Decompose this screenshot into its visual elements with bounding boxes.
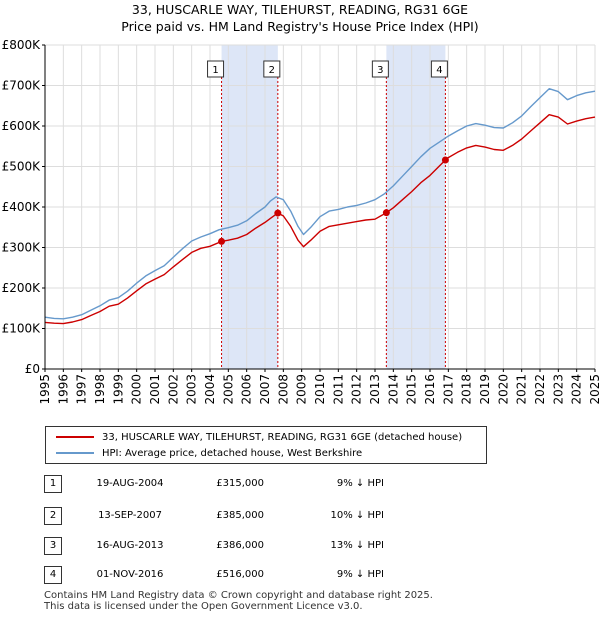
sale-point xyxy=(274,209,282,217)
x-tick-label: 2002 xyxy=(166,374,180,405)
x-tick-label: 2011 xyxy=(331,374,345,405)
series-lines xyxy=(44,88,596,325)
sale-points xyxy=(218,156,449,245)
x-tick-label: 2000 xyxy=(130,374,144,405)
sales-row: 3 16-AUG-2013 £386,000 13% ↓ HPI xyxy=(44,537,544,555)
x-tick-label: 2023 xyxy=(551,374,565,405)
sales-row: 4 01-NOV-2016 £516,000 9% ↓ HPI xyxy=(44,566,544,584)
sale-labels: 1 2 3 4 xyxy=(207,60,448,78)
x-tick-label: 2024 xyxy=(570,374,584,405)
sale-price: £385,000 xyxy=(216,510,264,521)
property-series-line xyxy=(44,114,596,325)
footer-attribution: Contains HM Land Registry data © Crown c… xyxy=(44,590,433,612)
sale-marker-lines xyxy=(221,73,446,369)
sale-label-text: 1 xyxy=(212,65,218,76)
legend-label-hpi: HPI: Average price, detached house, West… xyxy=(102,447,363,459)
sale-label-box xyxy=(263,60,281,78)
y-tick-label: £700K xyxy=(2,79,42,93)
chart-legend: 33, HUSCARLE WAY, TILEHURST, READING, RG… xyxy=(45,426,487,464)
legend-item-hpi: HPI: Average price, detached house, West… xyxy=(56,445,362,461)
x-tick-label: 2015 xyxy=(405,374,419,405)
x-tick-label: 2010 xyxy=(313,374,327,405)
grid-lines xyxy=(44,44,596,370)
y-tick-label: £200K xyxy=(2,281,42,295)
x-tick-label: 2005 xyxy=(221,374,235,405)
x-tick-label: 1999 xyxy=(111,374,125,405)
sale-date: 16-AUG-2013 xyxy=(96,540,164,551)
sale-hpi-diff: 13% ↓ HPI xyxy=(330,540,384,551)
x-tick-label: 2003 xyxy=(185,374,199,405)
x-tick-label: 2018 xyxy=(460,374,474,405)
y-tick-label: £400K xyxy=(2,200,42,214)
sale-label-text: 3 xyxy=(377,65,383,76)
sales-row: 2 13-SEP-2007 £385,000 10% ↓ HPI xyxy=(44,507,544,525)
sale-point xyxy=(382,209,390,217)
x-tick-label: 2001 xyxy=(148,374,162,405)
x-tick-label: 2014 xyxy=(386,374,400,405)
sale-label-text: 4 xyxy=(436,65,442,76)
sale-point xyxy=(441,156,449,164)
legend-swatch-property xyxy=(56,436,94,438)
sale-point xyxy=(218,237,226,245)
y-tick-label: £100K xyxy=(2,322,42,336)
y-tick-label: £600K xyxy=(2,119,42,133)
sale-number-badge: 1 xyxy=(44,475,62,493)
footer-copyright: Contains HM Land Registry data © Crown c… xyxy=(44,590,433,601)
legend-item-property: 33, HUSCARLE WAY, TILEHURST, READING, RG… xyxy=(56,429,462,445)
x-tick-label: 1996 xyxy=(56,374,70,405)
y-tick-label: £0 xyxy=(25,362,40,376)
sales-row: 1 19-AUG-2004 £315,000 9% ↓ HPI xyxy=(44,475,544,493)
sale-date: 19-AUG-2004 xyxy=(96,478,164,489)
chart-title-block: 33, HUSCARLE WAY, TILEHURST, READING, RG… xyxy=(0,1,600,35)
x-tick-label: 2019 xyxy=(478,374,492,405)
sale-price: £315,000 xyxy=(216,478,264,489)
x-tick-label: 2022 xyxy=(533,374,547,405)
sale-price: £386,000 xyxy=(216,540,264,551)
x-tick-label: 2007 xyxy=(258,374,272,405)
sale-hpi-diff: 10% ↓ HPI xyxy=(330,510,384,521)
chart-title: 33, HUSCARLE WAY, TILEHURST, READING, RG… xyxy=(131,2,469,17)
y-tick-label: £300K xyxy=(2,241,42,255)
footer-licence: This data is licensed under the Open Gov… xyxy=(44,601,363,612)
x-tick-label: 2008 xyxy=(276,374,290,405)
sale-price: £516,000 xyxy=(216,569,264,580)
x-tick-label: 2016 xyxy=(423,374,437,405)
x-tick-label: 2017 xyxy=(441,374,455,405)
x-tick-label: 2025 xyxy=(588,374,600,405)
sale-date: 01-NOV-2016 xyxy=(96,569,164,580)
x-tick-label: 1997 xyxy=(75,374,89,405)
y-tick-label: £800K xyxy=(2,38,42,52)
chart-subtitle: Price paid vs. HM Land Registry's House … xyxy=(121,19,479,34)
x-tick-label: 2020 xyxy=(496,374,510,405)
legend-label-property: 33, HUSCARLE WAY, TILEHURST, READING, RG… xyxy=(102,431,463,443)
sale-label-box xyxy=(207,60,225,78)
y-tick-label: £500K xyxy=(2,160,42,174)
sale-number-badge: 2 xyxy=(44,507,62,525)
sale-date: 13-SEP-2007 xyxy=(98,510,162,521)
x-tick-label: 1998 xyxy=(93,374,107,405)
x-tick-label: 2012 xyxy=(350,374,364,405)
x-tick-label: 1995 xyxy=(38,374,52,405)
sale-number-badge: 3 xyxy=(44,537,62,555)
x-tick-label: 2021 xyxy=(515,374,529,405)
sale-hpi-diff: 9% ↓ HPI xyxy=(336,569,384,580)
sale-hpi-diff: 9% ↓ HPI xyxy=(336,478,384,489)
sale-label-box xyxy=(430,60,448,78)
legend-swatch-hpi xyxy=(56,452,94,454)
x-tick-label: 2013 xyxy=(368,374,382,405)
sale-number-badge: 4 xyxy=(44,566,62,584)
sale-label-text: 2 xyxy=(269,65,275,76)
sale-label-box xyxy=(371,60,389,78)
hpi-series-line xyxy=(44,88,596,320)
x-tick-label: 2009 xyxy=(295,374,309,405)
axes: £0 £100K £200K £300K £400K £500K £600K £700K £80… xyxy=(2,38,600,405)
price-chart: 1 2 3 4 £0 £100K £200K £300K £400K £500K £600K £70… xyxy=(2,38,600,405)
x-tick-label: 2004 xyxy=(203,374,217,405)
x-tick-label: 2006 xyxy=(240,374,254,405)
